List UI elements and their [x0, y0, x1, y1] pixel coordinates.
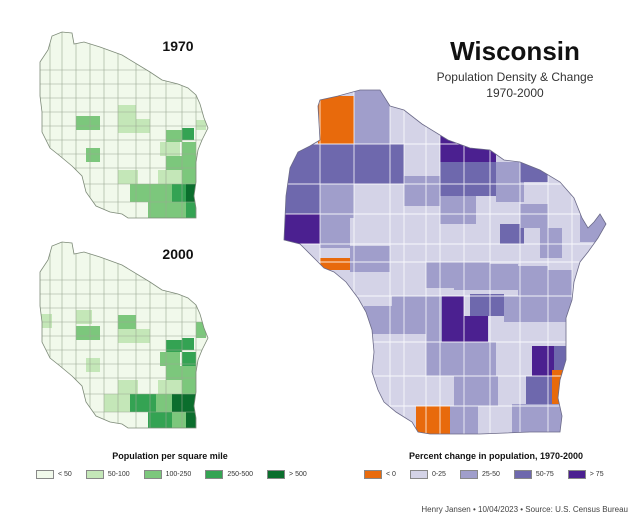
map-change — [284, 90, 606, 434]
map-title: Wisconsin — [450, 36, 580, 66]
legend-swatch — [36, 470, 54, 479]
density-legend-item: 100-250 — [143, 470, 192, 479]
legend-swatch — [459, 470, 478, 479]
density-legend-title: Population per square mile — [112, 451, 228, 461]
change-legend-item: 50-75 — [513, 470, 554, 479]
legend-swatch — [409, 470, 428, 479]
legend-swatch — [267, 470, 286, 479]
density-legend-item: 250-500 — [205, 470, 253, 479]
density-legend-item: 50-100 — [85, 470, 130, 479]
legend-label: 100-250 — [165, 471, 192, 478]
density-legend-item: > 500 — [267, 470, 307, 479]
legend-swatch — [567, 470, 586, 479]
legend-swatch — [513, 470, 532, 479]
change-legend-item: 25-50 — [459, 470, 500, 479]
legend-label: 50-100 — [107, 471, 130, 478]
legend-label: < 0 — [386, 471, 396, 478]
change-legend-item: > 75 — [567, 470, 604, 479]
legend-label: > 500 — [289, 471, 307, 478]
map-2000 — [39, 241, 209, 429]
legend-swatch — [364, 470, 382, 479]
density-legend: < 50 50-100 100-250 250-500 > 500 — [36, 470, 307, 479]
map-subtitle: Population Density & Change — [436, 70, 594, 84]
change-legend-title: Percent change in population, 1970-2000 — [408, 451, 584, 461]
legend-swatch — [205, 470, 224, 479]
legend-swatch — [85, 470, 104, 479]
legend-label: 25-50 — [481, 471, 500, 478]
legend-label: < 50 — [58, 471, 72, 478]
density-legend-item: < 50 — [36, 470, 72, 479]
change-legend-item: 0-25 — [409, 470, 446, 479]
change-legend: < 0 0-25 25-50 50-75 > 75 — [364, 470, 604, 479]
legend-label: > 75 — [589, 471, 604, 478]
legend-label: 250-500 — [227, 471, 254, 478]
year-label-2000: 2000 — [162, 246, 194, 262]
legend-label: 50-75 — [535, 471, 554, 478]
legend-label: 0-25 — [431, 471, 446, 478]
year-label-1970: 1970 — [162, 38, 194, 54]
source-credit: Henry Jansen • 10/04/2023 • Source: U.S.… — [421, 505, 628, 514]
map-1970 — [40, 32, 208, 218]
change-legend-item: < 0 — [364, 470, 396, 479]
map-year-range: 1970-2000 — [486, 86, 544, 100]
legend-swatch — [143, 470, 162, 479]
